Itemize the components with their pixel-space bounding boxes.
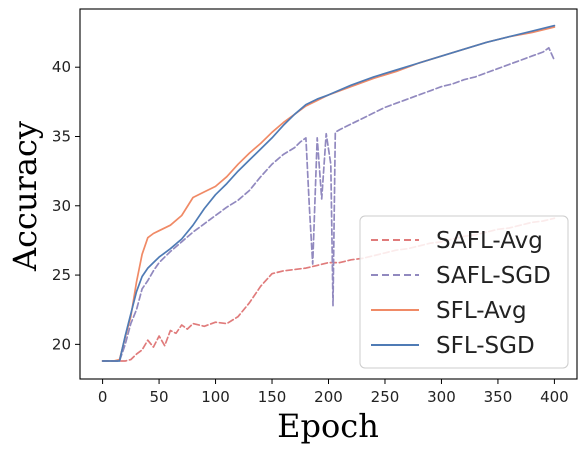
y-axis-ticks: 20 25 30 35 40 <box>52 58 80 353</box>
x-tick-label: 350 <box>484 388 513 406</box>
x-tick-label: 400 <box>540 388 569 406</box>
y-tick-label: 30 <box>52 197 71 215</box>
y-tick-label: 20 <box>52 335 71 353</box>
series-line-sfl-sgd <box>101 24 556 362</box>
x-tick-label: 200 <box>314 388 343 406</box>
x-tick-label: 300 <box>427 388 456 406</box>
x-tick-label: 150 <box>258 388 287 406</box>
y-tick-label: 40 <box>52 58 71 76</box>
legend-box <box>359 215 569 369</box>
x-tick-label: 100 <box>201 388 230 406</box>
x-tick-label: 0 <box>98 388 108 406</box>
x-tick-label: 50 <box>150 388 169 406</box>
legend: SAFL-Avg SAFL-SGD SFL-Avg SFL-SGD <box>359 215 569 369</box>
legend-label-sfl-avg: SFL-Avg <box>436 298 527 324</box>
legend-label-sfl-sgd: SFL-SGD <box>436 333 535 359</box>
y-axis-title: Accuracy <box>6 121 44 272</box>
y-tick-label: 35 <box>52 127 71 145</box>
y-tick-label: 25 <box>52 266 71 284</box>
legend-label-safl-avg: SAFL-Avg <box>436 228 543 254</box>
x-tick-label: 250 <box>371 388 400 406</box>
x-axis-ticks: 0 50 100 150 200 250 300 350 400 <box>98 379 569 406</box>
legend-label-safl-sgd: SAFL-SGD <box>436 263 551 289</box>
x-axis-title: Epoch <box>277 407 379 445</box>
series-line-safl-sgd <box>101 46 556 362</box>
